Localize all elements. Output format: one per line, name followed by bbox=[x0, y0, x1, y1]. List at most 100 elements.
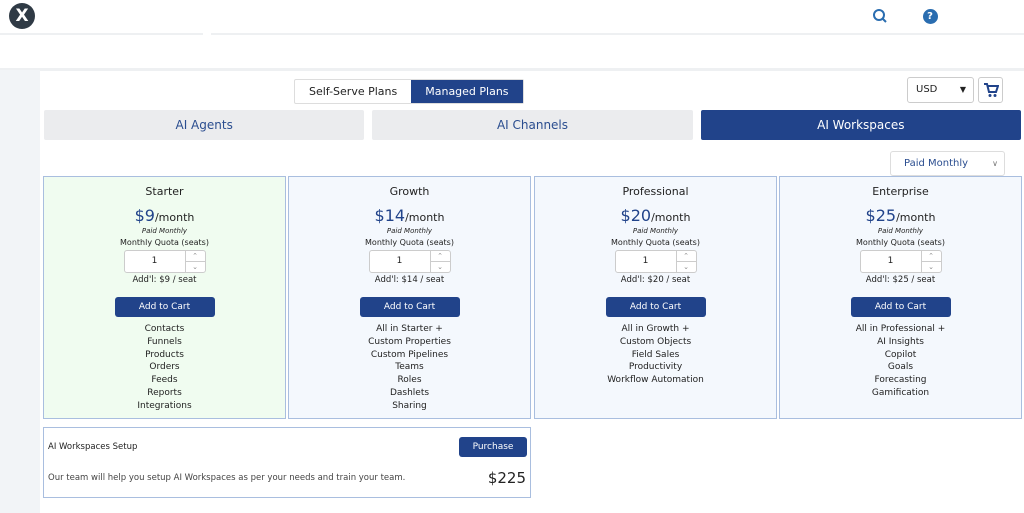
add-to-cart-button[interactable]: Add to Cart bbox=[850, 297, 951, 317]
quantity-stepper[interactable]: 1 ⌃ ⌄ bbox=[123, 250, 206, 273]
tab-ai-channels[interactable]: AI Channels bbox=[372, 110, 693, 140]
feature-item: All in Professional + bbox=[855, 324, 946, 334]
feature-item: All in Starter + bbox=[376, 324, 443, 334]
plan-price: $25/month bbox=[780, 206, 1021, 225]
dropdown-arrow-icon: ▼ bbox=[959, 85, 966, 94]
plan-card-enterprise: Enterprise $25/month Paid Monthly Monthl… bbox=[779, 176, 1022, 419]
plan-card-growth: Growth $14/month Paid Monthly Monthly Qu… bbox=[288, 176, 531, 419]
chevron-down-icon: ∨ bbox=[992, 159, 998, 168]
quantity-input[interactable]: 1 bbox=[151, 256, 158, 266]
price-amount: $20 bbox=[620, 206, 652, 225]
feature-item: Integrations bbox=[137, 400, 192, 411]
feature-list: Contacts Funnels Products Orders Feeds Report… bbox=[44, 323, 285, 413]
additional-seat-price: Add'l: $20 / seat bbox=[620, 275, 691, 285]
plan-type-toggle: Self-Serve Plans Managed Plans bbox=[294, 79, 524, 104]
add-to-cart-button[interactable]: Add to Cart bbox=[359, 297, 460, 317]
purchase-button[interactable]: Purchase bbox=[459, 437, 527, 457]
tab-ai-workspaces[interactable]: AI Workspaces bbox=[700, 110, 1021, 140]
add-to-cart-button[interactable]: Add to Cart bbox=[114, 297, 215, 317]
price-amount: $25 bbox=[865, 206, 897, 225]
feature-item: Custom Pipelines bbox=[370, 349, 449, 360]
quantity-stepper[interactable]: 1 ⌃ ⌄ bbox=[614, 250, 697, 273]
quota-label: Monthly Quota (seats) bbox=[856, 238, 945, 247]
billing-note: Paid Monthly bbox=[632, 227, 679, 235]
currency-value: USD bbox=[916, 84, 938, 95]
quantity-stepper[interactable]: 1 ⌃ ⌄ bbox=[368, 250, 451, 273]
divider bbox=[211, 33, 1024, 35]
plan-name: Professional bbox=[622, 185, 689, 198]
additional-seat-price: Add'l: $14 / seat bbox=[374, 275, 445, 285]
plan-card-professional: Professional $20/month Paid Monthly Mont… bbox=[534, 176, 777, 419]
managed-plans-button[interactable]: Managed Plans bbox=[411, 80, 523, 103]
additional-seat-price: Add'l: $25 / seat bbox=[865, 275, 936, 285]
feature-item: Sharing bbox=[392, 400, 427, 411]
billing-note: Paid Monthly bbox=[877, 227, 924, 235]
currency-select[interactable]: USD ▼ bbox=[907, 77, 974, 103]
feature-item: Contacts bbox=[144, 324, 185, 334]
additional-seat-price: Add'l: $9 / seat bbox=[132, 275, 197, 285]
feature-item: Forecasting bbox=[874, 375, 927, 386]
divider bbox=[0, 68, 1024, 71]
chevron-down-icon[interactable]: ⌄ bbox=[185, 261, 205, 272]
feature-item: Teams bbox=[395, 362, 424, 373]
cart-button[interactable] bbox=[978, 77, 1003, 103]
chevron-up-icon[interactable]: ⌃ bbox=[683, 252, 689, 260]
help-icon[interactable]: ? bbox=[920, 6, 940, 26]
feature-item: Orders bbox=[149, 362, 180, 373]
feature-item: Productivity bbox=[628, 362, 683, 373]
feature-item: Reports bbox=[147, 387, 182, 398]
quota-label: Monthly Quota (seats) bbox=[120, 238, 209, 247]
quantity-stepper[interactable]: 1 ⌃ ⌄ bbox=[859, 250, 942, 273]
plan-name: Starter bbox=[145, 185, 184, 198]
feature-list: All in Growth + Custom Objects Field Sales… bbox=[535, 323, 776, 387]
price-period: /month bbox=[896, 211, 936, 224]
setup-panel: AI Workspaces Setup Purchase Our team wi… bbox=[43, 427, 531, 498]
tab-ai-agents[interactable]: AI Agents bbox=[44, 110, 365, 140]
feature-list: All in Professional + AI Insights Copilot G… bbox=[780, 323, 1021, 400]
sidebar bbox=[0, 70, 40, 513]
plan-price: $14/month bbox=[289, 206, 530, 225]
add-to-cart-button[interactable]: Add to Cart bbox=[605, 297, 706, 317]
billing-period-value: Paid Monthly bbox=[904, 158, 969, 169]
logo[interactable]: X bbox=[9, 3, 35, 29]
price-period: /month bbox=[154, 211, 195, 224]
feature-item: Field Sales bbox=[631, 349, 680, 360]
plan-price: $20/month bbox=[535, 206, 776, 225]
plan-card-starter: Starter $9/month Paid Monthly Monthly Qu… bbox=[43, 176, 286, 419]
cart-icon bbox=[983, 83, 999, 97]
chevron-up-icon[interactable]: ⌃ bbox=[928, 252, 934, 260]
quota-label: Monthly Quota (seats) bbox=[611, 238, 700, 247]
feature-item: Custom Objects bbox=[619, 336, 692, 347]
price-amount: $14 bbox=[374, 206, 406, 225]
feature-item: Feeds bbox=[151, 375, 178, 386]
self-serve-plans-button[interactable]: Self-Serve Plans bbox=[309, 85, 398, 98]
quota-label: Monthly Quota (seats) bbox=[365, 238, 454, 247]
chevron-up-icon[interactable]: ⌃ bbox=[437, 252, 443, 260]
feature-item: Workflow Automation bbox=[607, 375, 704, 386]
feature-item: All in Growth + bbox=[621, 324, 690, 334]
plan-price: $9/month bbox=[44, 206, 285, 225]
billing-note: Paid Monthly bbox=[141, 227, 188, 235]
feature-list: All in Starter + Custom Properties Custom … bbox=[289, 323, 530, 413]
billing-period-select[interactable]: Paid Monthly ∨ bbox=[890, 151, 1005, 176]
setup-title: AI Workspaces Setup bbox=[48, 442, 138, 452]
chevron-up-icon[interactable]: ⌃ bbox=[192, 252, 198, 260]
feature-item: Roles bbox=[397, 375, 422, 386]
quantity-input[interactable]: 1 bbox=[887, 256, 894, 266]
billing-note: Paid Monthly bbox=[386, 227, 433, 235]
feature-item: Copilot bbox=[884, 349, 917, 360]
quantity-input[interactable]: 1 bbox=[396, 256, 403, 266]
feature-item: Goals bbox=[887, 362, 914, 373]
chevron-down-icon[interactable]: ⌄ bbox=[430, 261, 450, 272]
quantity-input[interactable]: 1 bbox=[642, 256, 649, 266]
chevron-down-icon[interactable]: ⌄ bbox=[676, 261, 696, 272]
chevron-down-icon[interactable]: ⌄ bbox=[921, 261, 941, 272]
product-tabs: AI Agents AI Channels AI Workspaces bbox=[44, 110, 1021, 140]
price-period: /month bbox=[651, 211, 691, 224]
setup-description: Our team will help you setup AI Workspac… bbox=[48, 473, 406, 483]
plan-name: Growth bbox=[389, 185, 430, 198]
price-period: /month bbox=[405, 211, 445, 224]
setup-price: $225 bbox=[487, 469, 526, 487]
search-icon[interactable] bbox=[870, 6, 890, 26]
feature-item: Funnels bbox=[147, 336, 182, 347]
